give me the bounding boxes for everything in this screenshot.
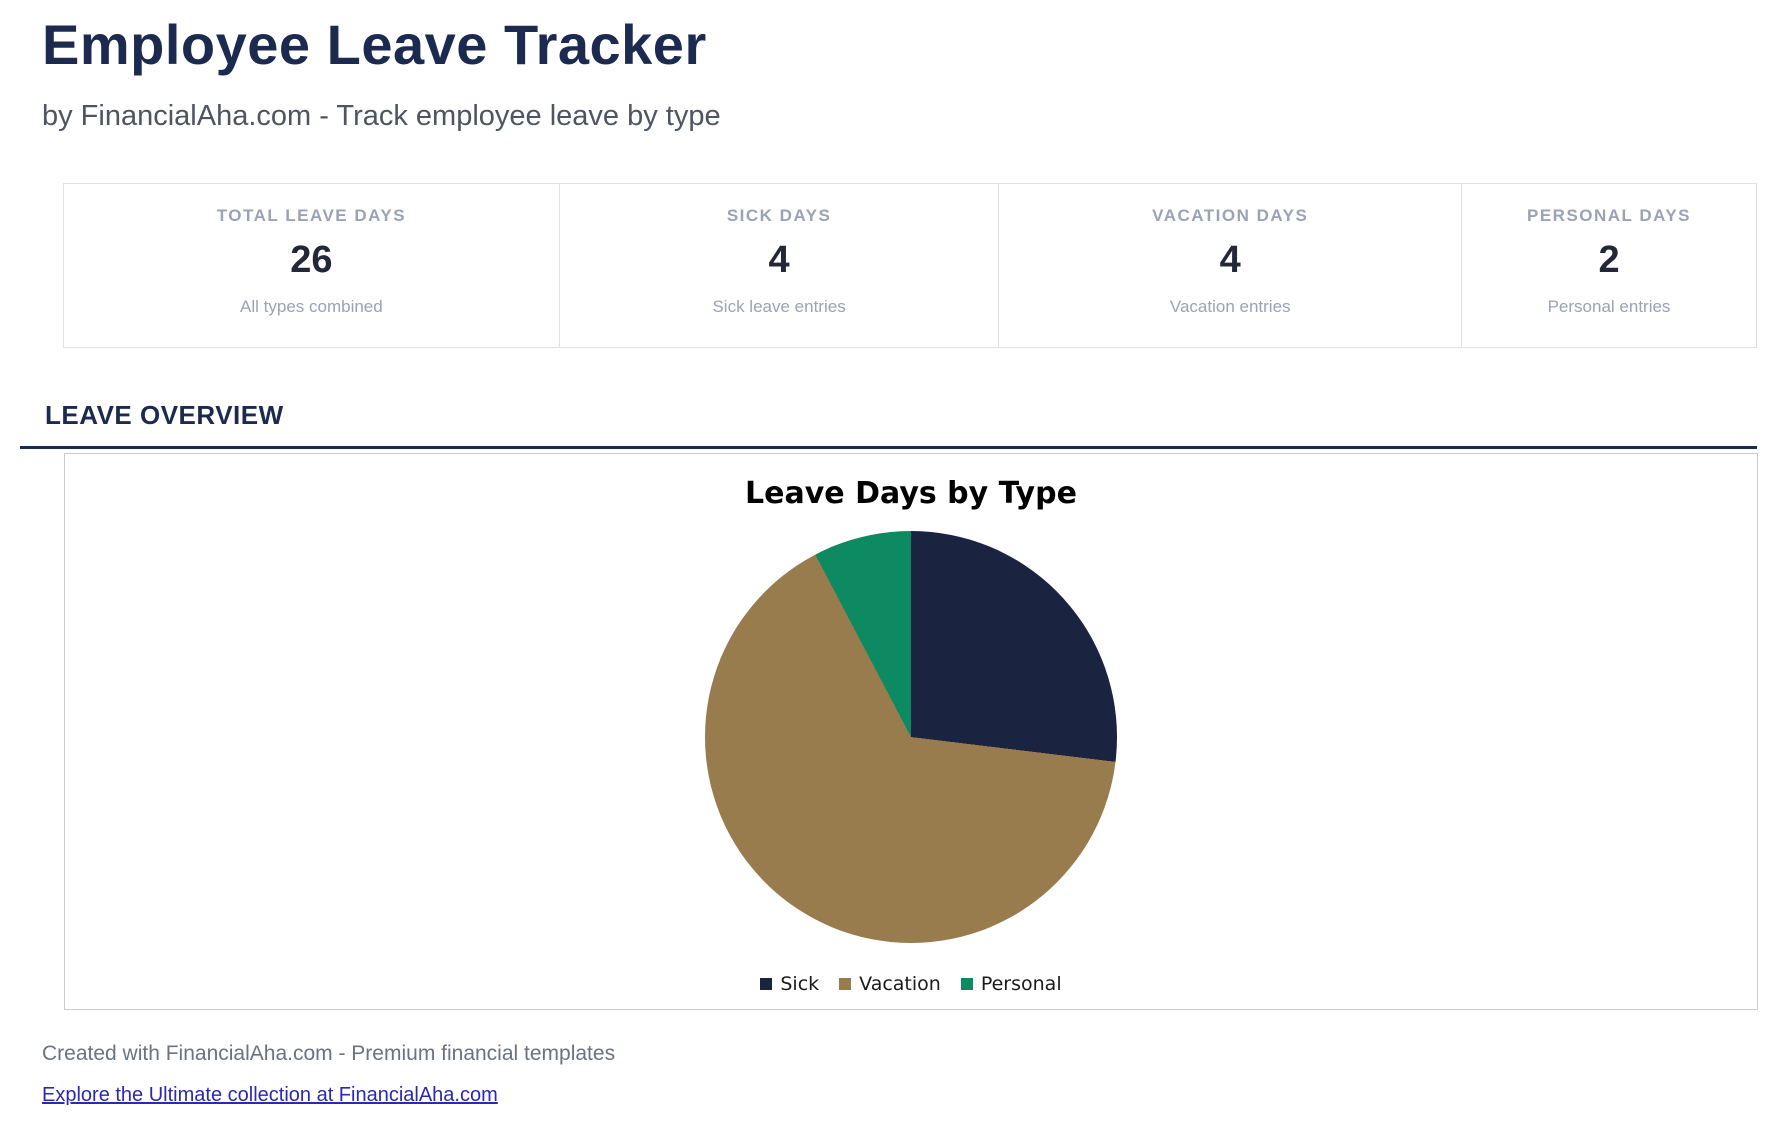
stat-value: 4 (768, 238, 790, 281)
legend-swatch-vacation (839, 977, 852, 990)
chart-card: Leave Days by Type Sick Vacation Persona… (64, 452, 1758, 1010)
legend-label-personal: Personal (980, 972, 1062, 995)
page-subtitle: by FinancialAha.com - Track employee lea… (42, 99, 721, 132)
legend-item-sick: Sick (760, 973, 819, 995)
footer-created-text: Created with FinancialAha.com - Premium … (42, 1041, 616, 1065)
legend-swatch-sick (760, 977, 773, 990)
section-heading-leave-overview: LEAVE OVERVIEW (45, 399, 284, 430)
legend-item-vacation: Vacation (839, 973, 941, 995)
legend-label-sick: Sick (780, 972, 820, 995)
section-divider (20, 445, 1757, 449)
stat-value: 2 (1598, 238, 1620, 281)
stat-label: VACATION DAYS (1152, 205, 1309, 225)
financialaha-link[interactable]: Explore the Ultimate collection at Finan… (42, 1083, 498, 1106)
pie-chart (705, 530, 1117, 943)
employee-leave-tracker-page: Employee Leave Tracker by FinancialAha.c… (0, 14, 1777, 1130)
stat-sublabel: Personal entries (1547, 296, 1671, 316)
stat-value: 4 (1219, 238, 1241, 281)
stat-card-vacation-days: VACATION DAYS 4 Vacation entries (999, 183, 1463, 347)
stat-card-total-leave-days: TOTAL LEAVE DAYS 26 All types combined (64, 183, 560, 347)
stat-label: SICK DAYS (726, 205, 832, 225)
stat-card-personal-days: PERSONAL DAYS 2 Personal entries (1462, 184, 1756, 347)
stat-sublabel: Sick leave entries (712, 296, 846, 316)
page-title: Employee Leave Tracker (42, 13, 707, 76)
stats-bar: TOTAL LEAVE DAYS 26 All types combined S… (63, 182, 1757, 348)
chart-legend: Sick Vacation Personal (760, 972, 1062, 995)
stat-sublabel: All types combined (240, 296, 383, 316)
stat-card-sick-days: SICK DAYS 4 Sick leave entries (560, 183, 1000, 347)
legend-label-vacation: Vacation (859, 972, 941, 995)
stat-label: PERSONAL DAYS (1526, 205, 1692, 225)
legend-item-personal: Personal (960, 972, 1062, 995)
legend-swatch-personal (960, 977, 973, 990)
stat-sublabel: Vacation entries (1169, 296, 1291, 316)
stat-label: TOTAL LEAVE DAYS (216, 205, 407, 225)
stat-value: 26 (290, 238, 333, 281)
chart-title: Leave Days by Type (745, 475, 1077, 511)
